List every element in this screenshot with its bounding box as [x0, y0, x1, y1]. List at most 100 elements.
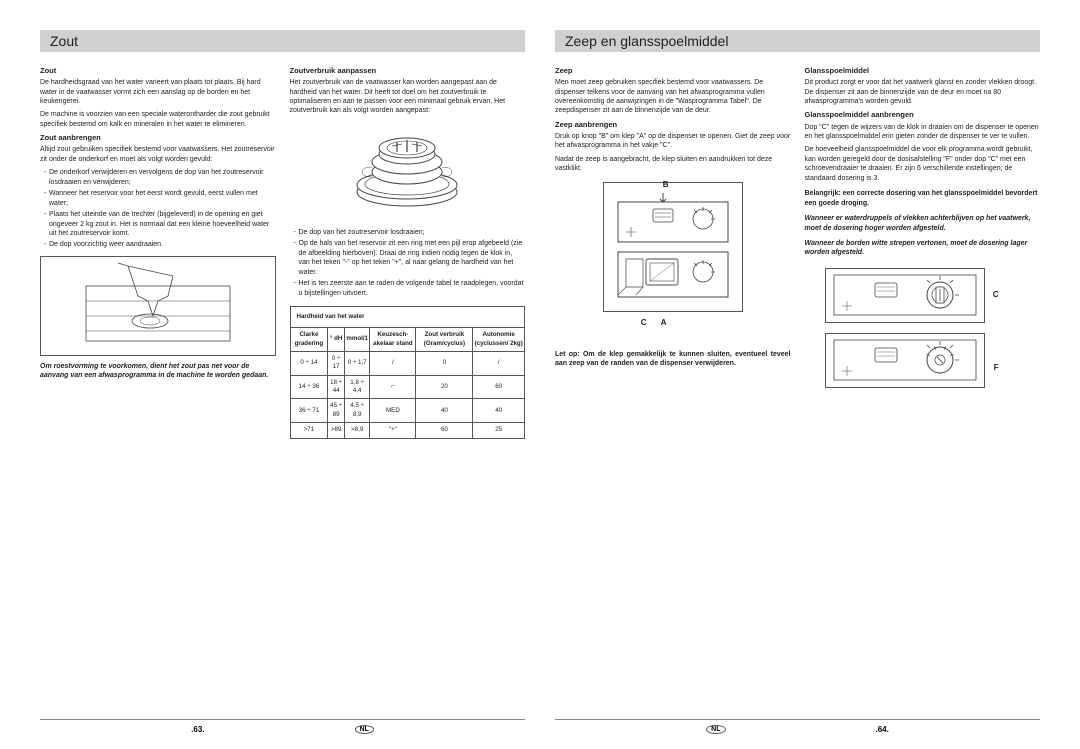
para: Men moet zeep gebruiken specifiek bestem… [555, 78, 791, 116]
label-c2: C [993, 290, 999, 301]
right-col-1: Zeep Men moet zeep gebruiken specifiek b… [555, 62, 791, 711]
table-row: >71>89>8,9"+"6025 [290, 423, 525, 438]
left-footer: .63. NL [40, 719, 525, 734]
td: ⌐ [370, 375, 416, 399]
td: / [370, 352, 416, 376]
right-title-bar: Zeep en glansspoelmiddel [555, 30, 1040, 52]
td: >89 [328, 423, 345, 438]
note-important: Belangrijk: een correcte dosering van he… [805, 189, 1041, 208]
funnel-icon [78, 261, 238, 351]
td: 0 ÷ 14 [290, 352, 328, 376]
label-a: A [661, 318, 667, 329]
para: Dop "C" tegen de wijzers van de klok in … [805, 123, 1041, 142]
td: 0 ÷ 1,7 [344, 352, 369, 376]
heading-zout: Zout [40, 66, 276, 76]
heading-zoutverbruik: Zoutverbruik aanpassen [290, 66, 526, 76]
para: Dit product zorgt er voor dat het vaatwe… [805, 78, 1041, 106]
list: De onderkorf verwijderen en vervolgens d… [44, 168, 276, 250]
para: Altijd zout gebruiken specifiek bestemd … [40, 145, 276, 164]
right-page: Zeep en glansspoelmiddel Zeep Men moet z… [555, 30, 1040, 734]
td: >71 [290, 423, 328, 438]
td: 60 [473, 375, 525, 399]
list-item: De onderkorf verwijderen en vervolgens d… [44, 168, 276, 187]
cap-icon [342, 122, 472, 222]
td: MED [370, 399, 416, 423]
table-row: 0 ÷ 140 ÷ 170 ÷ 1,7/0/ [290, 352, 525, 376]
td: 45 ÷ 89 [328, 399, 345, 423]
td: 0 [416, 352, 473, 376]
list-item: Plaats het uiteinde van de trechter (bij… [44, 210, 276, 238]
th: ° dH [328, 328, 345, 352]
rinse-bottom-icon [830, 336, 980, 384]
rinse-figure-top [825, 268, 985, 323]
td: 40 [473, 399, 525, 423]
rinse-figure-bottom [825, 333, 985, 388]
rinse-top-icon [830, 271, 980, 319]
table-header: Hardheid van het water [290, 306, 525, 327]
th: Zout verbruik (Gram/cyclus) [416, 328, 473, 352]
note-rust: Om roestvorming te voorkomen, dient het … [40, 362, 276, 381]
heading-glans: Glansspoelmiddel [805, 66, 1041, 76]
note-drops: Wanneer er waterdruppels of vlekken acht… [805, 214, 1041, 233]
hardness-table: Hardheid van het water Clarke gradering … [290, 306, 526, 439]
right-footer: NL .64. [555, 719, 1040, 734]
td: 25 [473, 423, 525, 438]
page-number: .64. [876, 725, 889, 734]
td: / [473, 352, 525, 376]
table-row: 36 ÷ 7145 ÷ 894,5 ÷ 8,9MED4040 [290, 399, 525, 423]
th: Autonomie (cyclussen/ 2kg) [473, 328, 525, 352]
para: De hardheidsgraad van het water varieert… [40, 78, 276, 106]
left-title-bar: Zout [40, 30, 525, 52]
dispenser-figure [603, 182, 743, 312]
td: 4,5 ÷ 8,9 [344, 399, 369, 423]
dispenser-figure-wrap: B [603, 182, 743, 330]
td: 20 [416, 375, 473, 399]
note-streaks: Wanneer de borden witte strepen vertonen… [805, 239, 1041, 258]
table-row: 14 ÷ 3618 ÷ 441,8 ÷ 4,4⌐2060 [290, 375, 525, 399]
td: 36 ÷ 71 [290, 399, 328, 423]
left-columns: Zout De hardheidsgraad van het water var… [40, 62, 525, 711]
td: 1,8 ÷ 4,4 [344, 375, 369, 399]
td: 18 ÷ 44 [328, 375, 345, 399]
para: De hoeveelheid glansspoelmiddel die voor… [805, 145, 1041, 183]
list-item: De dop van het zoutreservoir losdraaien; [294, 228, 526, 237]
lang-badge: NL [706, 725, 725, 734]
salt-funnel-figure [40, 256, 276, 356]
list-item: Op de hals van het reservoir zit een rin… [294, 239, 526, 277]
td: 14 ÷ 36 [290, 375, 328, 399]
list-item: De dop voorzichtig weer aandraaien. [44, 240, 276, 249]
right-columns: Zeep Men moet zeep gebruiken specifiek b… [555, 62, 1040, 711]
left-col-2: Zoutverbruik aanpassen Het zoutverbruik … [290, 62, 526, 711]
th: Clarke gradering [290, 328, 328, 352]
td: "+" [370, 423, 416, 438]
td: 0 ÷ 17 [328, 352, 345, 376]
lang-badge: NL [355, 725, 374, 734]
label-b: B [663, 180, 669, 191]
label-f: F [994, 363, 999, 374]
td: >8,9 [344, 423, 369, 438]
heading-zout-aanbrengen: Zout aanbrengen [40, 133, 276, 143]
th: Keuzesch-akelaar stand [370, 328, 416, 352]
note-close-lid: Let op: Om de klep gemakkelijk te kunnen… [555, 350, 791, 369]
heading-zeep-aanbrengen: Zeep aanbrengen [555, 120, 791, 130]
left-col-1: Zout De hardheidsgraad van het water var… [40, 62, 276, 711]
td: 60 [416, 423, 473, 438]
heading-glans-aanbrengen: Glansspoelmiddel aanbrengen [805, 110, 1041, 120]
td: 40 [416, 399, 473, 423]
list: De dop van het zoutreservoir losdraaien;… [294, 228, 526, 298]
para: De machine is voorzien van een speciale … [40, 110, 276, 129]
dispenser-icon [608, 187, 738, 307]
label-c: C [641, 318, 647, 329]
th: mmol/1 [344, 328, 369, 352]
para: Druk op knop "B" om klep "A" op de dispe… [555, 132, 791, 151]
para: Het zoutverbruik van de vaatwasser kan w… [290, 78, 526, 116]
para: Nadat de zeep is aangebracht, de klep sl… [555, 155, 791, 174]
left-page: Zout Zout De hardheidsgraad van het wate… [40, 30, 525, 734]
cap-figure [290, 122, 526, 222]
page-number: .63. [191, 725, 204, 734]
heading-zeep: Zeep [555, 66, 791, 76]
right-col-2: Glansspoelmiddel Dit product zorgt er vo… [805, 62, 1041, 711]
list-item: Wanneer het reservoir voor het eerst wor… [44, 189, 276, 208]
rinse-figure-wrap: C F [825, 268, 985, 388]
table-header-row: Clarke gradering ° dH mmol/1 Keuzesch-ak… [290, 328, 525, 352]
